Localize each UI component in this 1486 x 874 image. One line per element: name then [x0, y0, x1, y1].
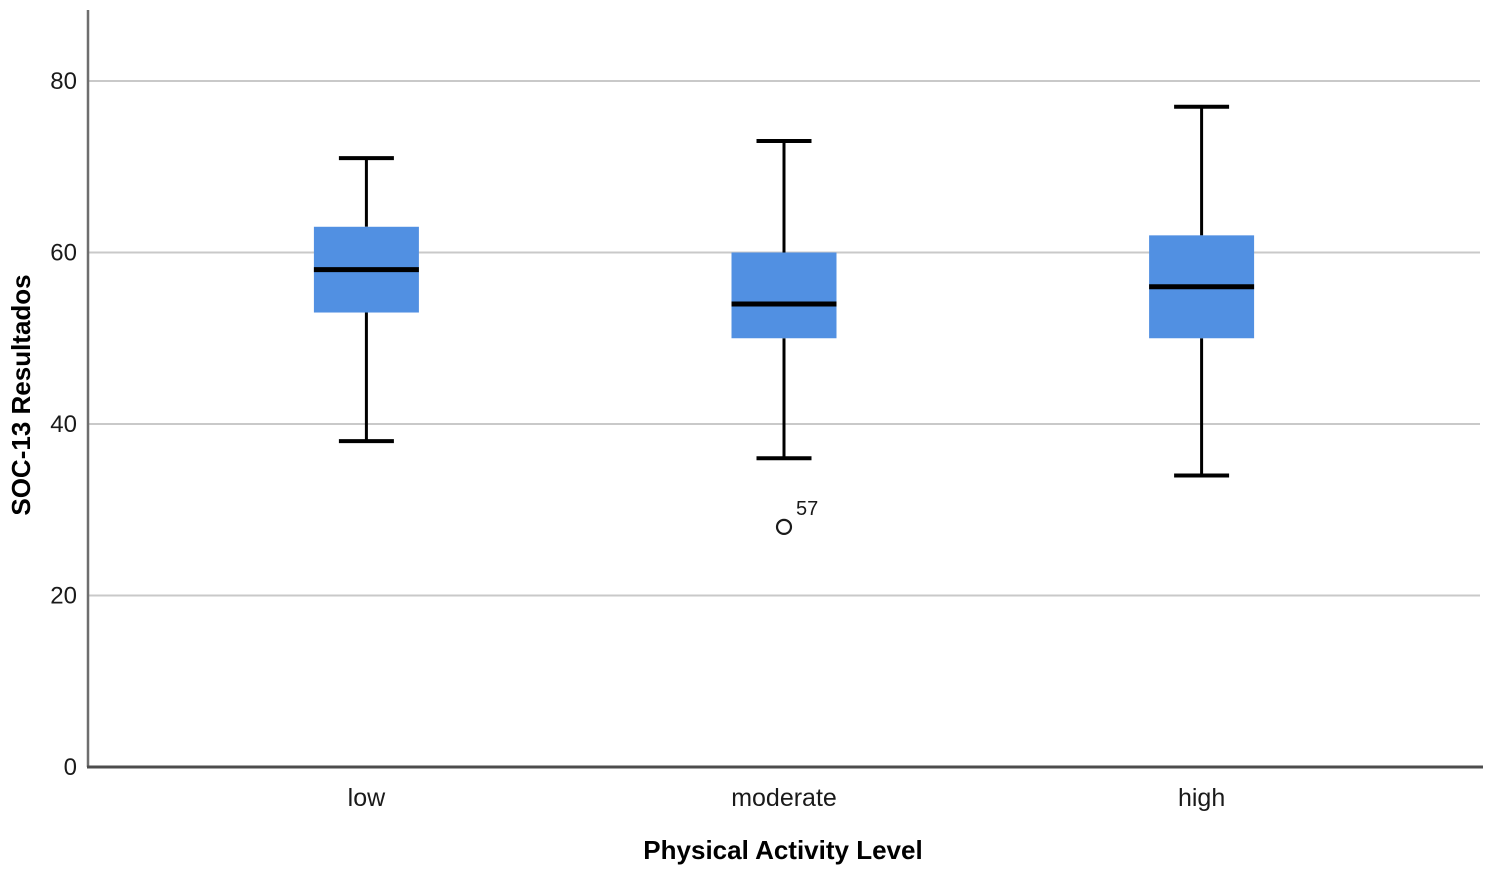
x-tick-label-moderate: moderate	[731, 784, 837, 812]
boxplots-group: 57	[313, 104, 1255, 536]
x-tick-label-low: low	[348, 784, 386, 812]
boxplot-moderate: 57	[731, 139, 837, 536]
tick-labels-group: 0 20 40 60 80 low moderate high	[50, 68, 1225, 812]
y-axis-title: SOC-13 Resultados	[6, 274, 36, 515]
y-tick-label-40: 40	[50, 411, 77, 438]
boxplot-low	[313, 156, 419, 444]
boxplot-high	[1149, 104, 1255, 478]
y-tick-label-20: 20	[50, 583, 77, 610]
iqr-box	[731, 252, 837, 339]
outlier-point	[775, 518, 793, 536]
y-tick-label-80: 80	[50, 68, 77, 95]
x-axis-title: Physical Activity Level	[643, 835, 922, 865]
outlier-case-label: 57	[796, 498, 818, 520]
y-tick-label-60: 60	[50, 240, 77, 267]
x-tick-label-high: high	[1178, 784, 1225, 812]
axes-group	[86, 10, 1483, 769]
y-tick-label-0: 0	[64, 754, 77, 781]
